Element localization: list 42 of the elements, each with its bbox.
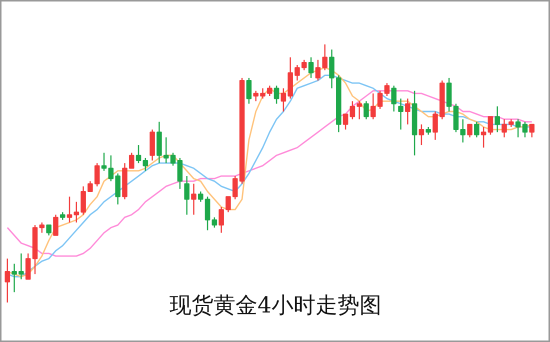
candlestick [80,186,86,216]
candlestick [322,44,328,71]
candlestick [418,124,424,146]
candlestick [53,214,58,236]
candlestick [212,216,218,228]
candlestick [377,90,383,110]
candlestick [177,157,183,190]
candlestick [364,100,369,120]
candlestick [136,144,142,164]
candlestick [150,128,155,162]
annotation: 现货黄金4小时走势图 [170,294,382,318]
candlestick [398,98,404,130]
candlestick [342,113,348,130]
candlestick [488,116,494,136]
candlestick [446,77,452,112]
candlestick [529,124,535,138]
candlestick [522,121,528,138]
candlestick [191,183,196,216]
candlestick [4,258,10,304]
candlestick [370,92,376,120]
candlestick [384,82,390,97]
candlestick [142,157,148,172]
candlestick [480,126,486,148]
candlestick [246,77,252,104]
candlestick [494,106,500,133]
candlestick [184,175,190,216]
candlestick [405,98,410,125]
candlestick [266,85,272,97]
candlestick [39,222,45,234]
candlestick [315,59,321,82]
candlestick [274,85,280,104]
candlestick [25,252,31,280]
candlestick [391,85,396,112]
candlestick [474,121,480,138]
candlestick [46,224,52,236]
candlestick [515,118,521,138]
candlestick [218,206,224,234]
candlestick [66,196,72,224]
candlestick [308,56,314,79]
candlestick [467,124,472,138]
candlestick [101,152,107,172]
candlestick [74,201,80,224]
